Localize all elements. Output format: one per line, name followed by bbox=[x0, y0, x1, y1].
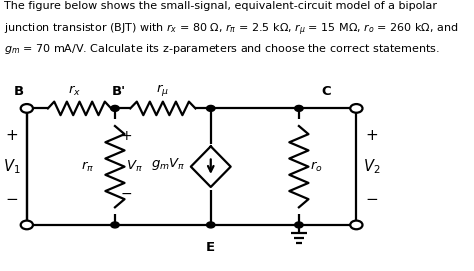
Circle shape bbox=[350, 221, 363, 229]
Text: $r_o$: $r_o$ bbox=[310, 160, 323, 174]
Text: B: B bbox=[14, 85, 24, 98]
Text: junction transistor (BJT) with $r_x$ = 80 Ω, $r_\pi$ = 2.5 kΩ, $r_\mu$ = 15 MΩ, : junction transistor (BJT) with $r_x$ = 8… bbox=[4, 22, 458, 38]
Text: C: C bbox=[321, 85, 330, 98]
Circle shape bbox=[295, 105, 303, 111]
Text: $r_\mu$: $r_\mu$ bbox=[156, 82, 169, 98]
Circle shape bbox=[350, 104, 363, 113]
Circle shape bbox=[21, 221, 33, 229]
Text: $V_1$: $V_1$ bbox=[3, 157, 20, 176]
Text: $-$: $-$ bbox=[365, 190, 378, 205]
Text: $V_\pi$: $V_\pi$ bbox=[127, 159, 143, 174]
Text: The figure below shows the small-signal, equivalent-circuit model of a bipolar: The figure below shows the small-signal,… bbox=[4, 1, 437, 11]
Circle shape bbox=[21, 104, 33, 113]
Text: $-$: $-$ bbox=[5, 190, 18, 205]
Text: $r_\pi$: $r_\pi$ bbox=[81, 160, 94, 174]
Text: $g_m V_\pi$: $g_m V_\pi$ bbox=[151, 156, 186, 172]
Circle shape bbox=[207, 222, 215, 228]
Text: B': B' bbox=[112, 85, 126, 98]
Text: +: + bbox=[5, 128, 18, 143]
Circle shape bbox=[111, 222, 119, 228]
Text: E: E bbox=[206, 241, 215, 254]
Circle shape bbox=[207, 105, 215, 111]
Text: $-$: $-$ bbox=[120, 185, 133, 199]
Text: $r_x$: $r_x$ bbox=[68, 83, 81, 98]
Text: $g_m$ = 70 mA/V. Calculate its z-parameters and choose the correct statements.: $g_m$ = 70 mA/V. Calculate its z-paramet… bbox=[4, 42, 439, 56]
Text: $V_2$: $V_2$ bbox=[363, 157, 381, 176]
Text: +: + bbox=[121, 128, 132, 143]
Circle shape bbox=[295, 222, 303, 228]
Circle shape bbox=[111, 105, 119, 111]
Text: +: + bbox=[365, 128, 378, 143]
